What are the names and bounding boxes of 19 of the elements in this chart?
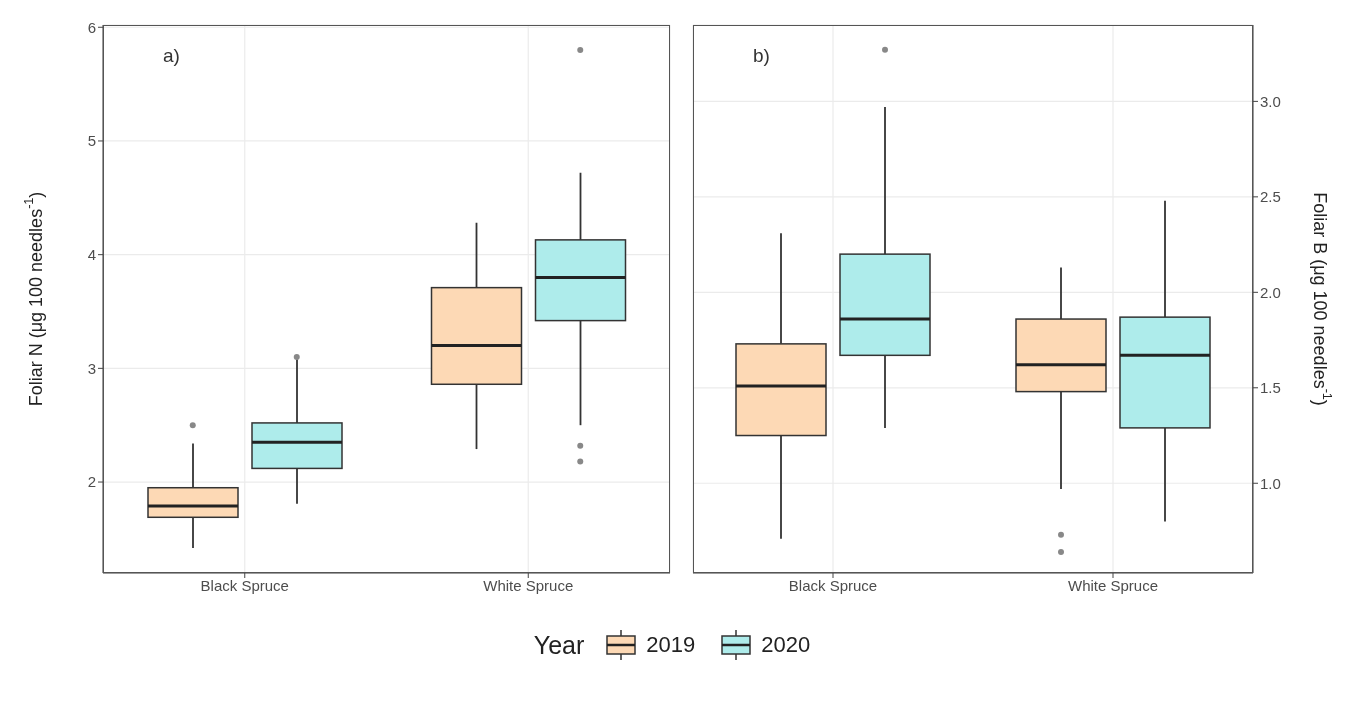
x-tick-label: Black Spruce [788,576,878,594]
y-tick-label: 2 [87,473,96,491]
annotation: a) [163,45,180,67]
legend-label: 2019 [646,632,696,658]
x-tick-label: White Spruce [483,576,574,594]
y2-tick-label: 2.0 [1260,283,1281,301]
x-tick-label: White Spruce [1067,576,1159,594]
annotation: b) [753,45,770,67]
y-tick-label: 3 [87,359,96,377]
legend-title: Year [533,630,585,660]
y2-tick-label: 3.0 [1260,92,1281,110]
legend-label: 2020 [761,632,811,658]
x-tick-label: Black Spruce [200,576,289,594]
y2-tick-label: 1.0 [1260,474,1281,492]
y-tick-label: 5 [87,132,96,150]
y2-tick-label: 2.5 [1260,188,1281,206]
y-tick-label: 4 [87,245,96,263]
y-tick-label: 6 [87,18,96,36]
y2-tick-label: 1.5 [1260,379,1281,397]
